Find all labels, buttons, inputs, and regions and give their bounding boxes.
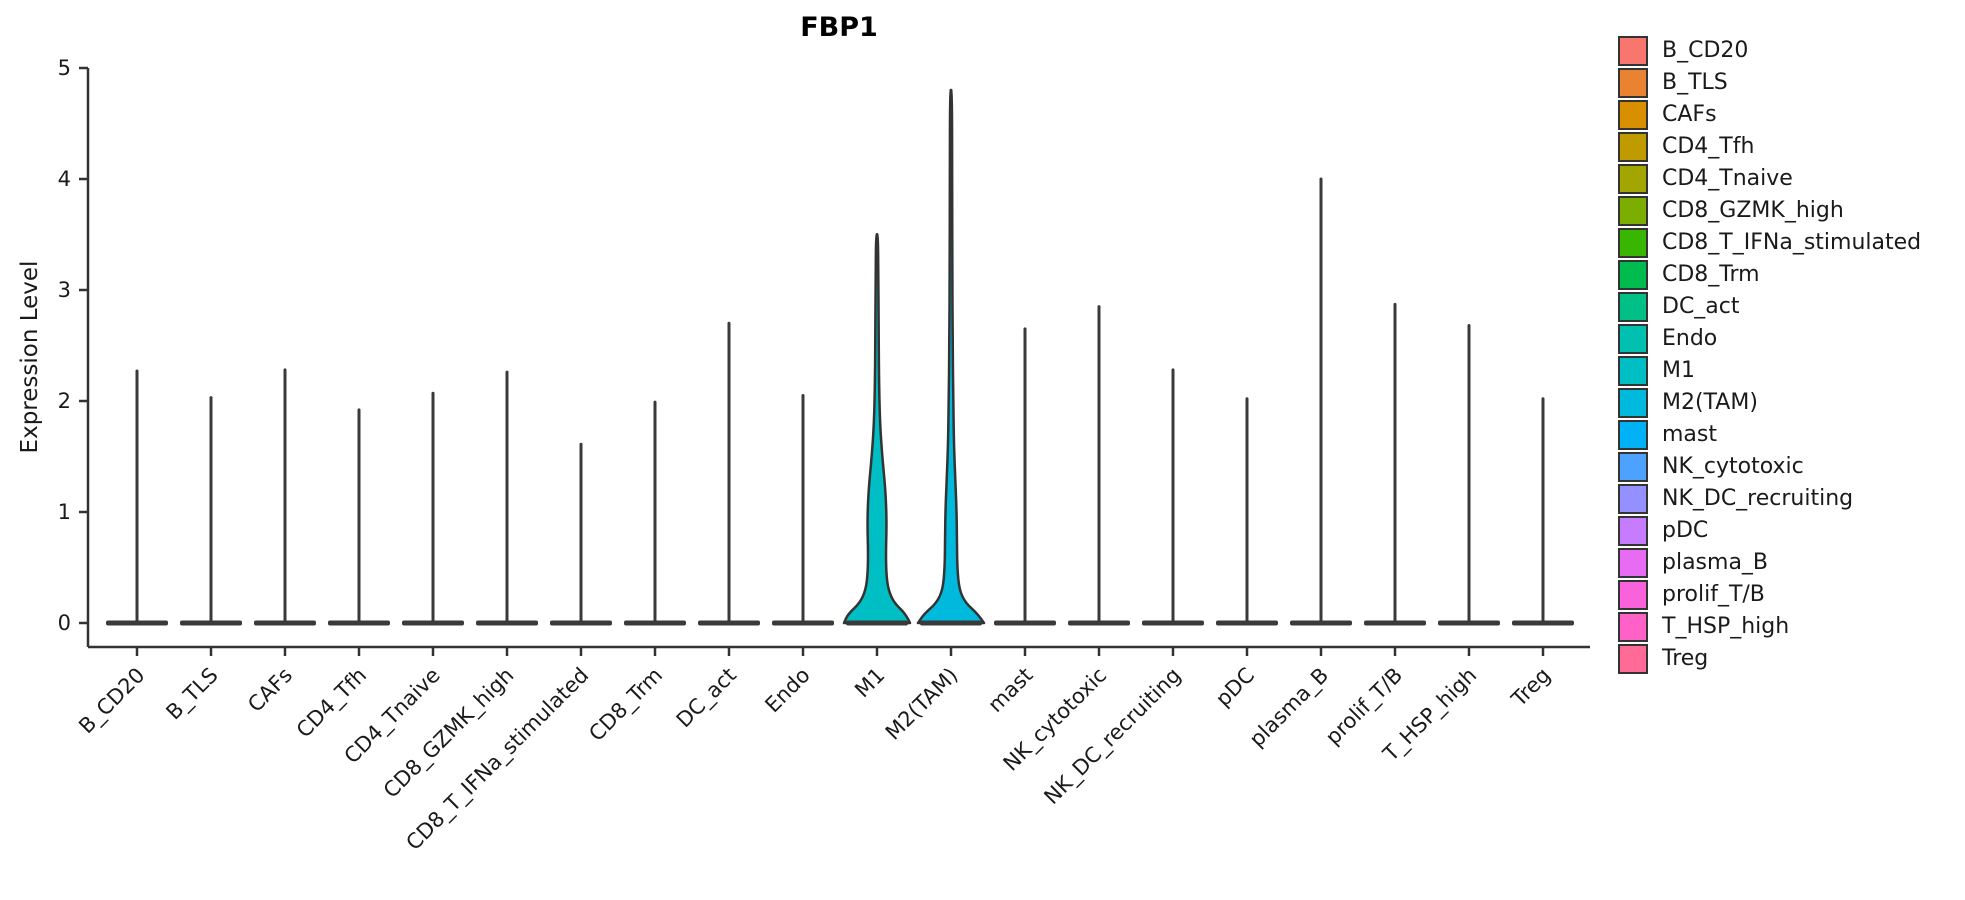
violin-base-prolif_T/B [1364, 620, 1426, 626]
violin-base-CAFs [254, 620, 316, 626]
legend-row: Endo [1618, 324, 1921, 354]
legend-label: CD8_GZMK_high [1662, 198, 1844, 223]
legend-label: CD4_Tnaive [1662, 166, 1793, 191]
legend-row: M2(TAM) [1618, 388, 1921, 418]
legend-label: CAFs [1662, 102, 1717, 127]
legend-swatch-icon [1618, 68, 1648, 98]
violin-base-B_CD20 [106, 620, 168, 626]
violin-base-CD8_Trm [624, 620, 686, 626]
legend-swatch-icon [1618, 100, 1648, 130]
legend-swatch-icon [1618, 324, 1648, 354]
violin-base-M2(TAM) [920, 620, 982, 626]
legend-row: T_HSP_high [1618, 612, 1921, 642]
violin-base-M1 [846, 620, 908, 626]
legend-label: DC_act [1662, 294, 1740, 319]
legend-label: mast [1662, 422, 1717, 447]
legend: B_CD20 B_TLS CAFs CD4_Tfh CD4_Tnaive CD8_GZMK… [1618, 36, 1921, 676]
y-tick-label: 2 [57, 389, 71, 413]
legend-swatch-icon [1618, 132, 1648, 162]
legend-row: mast [1618, 420, 1921, 450]
legend-swatch-icon [1618, 292, 1648, 322]
legend-swatch-icon [1618, 644, 1648, 674]
legend-swatch-icon [1618, 356, 1648, 386]
legend-swatch-icon [1618, 548, 1648, 578]
violin-base-NK_DC_recruiting [1142, 620, 1204, 626]
legend-row: Treg [1618, 644, 1921, 674]
violin-base-CD8_T_IFNa_stimulated [550, 620, 612, 626]
y-tick-label: 1 [57, 500, 71, 524]
legend-row: CD4_Tfh [1618, 132, 1921, 162]
legend-row: CD8_GZMK_high [1618, 196, 1921, 226]
violin-base-CD4_Tfh [328, 620, 390, 626]
legend-label: Treg [1662, 646, 1709, 671]
legend-row: NK_cytotoxic [1618, 452, 1921, 482]
legend-row: CD8_Trm [1618, 260, 1921, 290]
legend-row: B_CD20 [1618, 36, 1921, 66]
legend-row: plasma_B [1618, 548, 1921, 578]
y-tick-label: 5 [57, 56, 71, 80]
violin-base-DC_act [698, 620, 760, 626]
violin-body-M2(TAM) [916, 88, 986, 625]
violin-base-pDC [1216, 620, 1278, 626]
violin-base-Endo [772, 620, 834, 626]
legend-label: B_CD20 [1662, 38, 1749, 63]
legend-swatch-icon [1618, 260, 1648, 290]
legend-row: NK_DC_recruiting [1618, 484, 1921, 514]
legend-label: M2(TAM) [1662, 390, 1758, 415]
legend-swatch-icon [1618, 196, 1648, 226]
legend-swatch-icon [1618, 164, 1648, 194]
legend-label: B_TLS [1662, 70, 1728, 95]
violin-base-CD4_Tnaive [402, 620, 464, 626]
legend-swatch-icon [1618, 420, 1648, 450]
y-tick-label: 0 [57, 611, 71, 635]
legend-row: pDC [1618, 516, 1921, 546]
legend-swatch-icon [1618, 388, 1648, 418]
legend-row: prolif_T/B [1618, 580, 1921, 610]
violin-base-Treg [1512, 620, 1574, 626]
violin-base-plasma_B [1290, 620, 1352, 626]
y-tick-label: 3 [57, 278, 71, 302]
legend-label: Endo [1662, 326, 1718, 351]
legend-row: CD8_T_IFNa_stimulated [1618, 228, 1921, 258]
violin-body-M1 [842, 233, 912, 625]
violin-base-T_HSP_high [1438, 620, 1500, 626]
violin-base-B_TLS [180, 620, 242, 626]
legend-label: CD8_T_IFNa_stimulated [1662, 230, 1922, 255]
violin-base-NK_cytotoxic [1068, 620, 1130, 626]
legend-swatch-icon [1618, 516, 1648, 546]
legend-swatch-icon [1618, 580, 1648, 610]
legend-swatch-icon [1618, 452, 1648, 482]
legend-label: prolif_T/B [1662, 582, 1765, 607]
legend-label: plasma_B [1662, 550, 1769, 575]
legend-row: CAFs [1618, 100, 1921, 130]
legend-label: CD8_Trm [1662, 262, 1760, 287]
legend-row: B_TLS [1618, 68, 1921, 98]
y-tick-label: 4 [57, 167, 71, 191]
violin-base-mast [994, 620, 1056, 626]
legend-label: T_HSP_high [1662, 614, 1790, 639]
legend-label: CD4_Tfh [1662, 134, 1755, 159]
violin-base-CD8_GZMK_high [476, 620, 538, 626]
legend-row: M1 [1618, 356, 1921, 386]
legend-label: M1 [1662, 358, 1695, 383]
legend-swatch-icon [1618, 36, 1648, 66]
legend-row: CD4_Tnaive [1618, 164, 1921, 194]
legend-label: NK_cytotoxic [1662, 454, 1804, 479]
legend-label: pDC [1662, 518, 1709, 543]
legend-swatch-icon [1618, 484, 1648, 514]
legend-row: DC_act [1618, 292, 1921, 322]
legend-swatch-icon [1618, 228, 1648, 258]
legend-swatch-icon [1618, 612, 1648, 642]
chart-title: FBP1 [800, 12, 878, 43]
legend-label: NK_DC_recruiting [1662, 486, 1854, 511]
